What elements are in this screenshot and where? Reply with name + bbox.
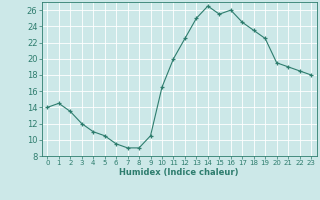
X-axis label: Humidex (Indice chaleur): Humidex (Indice chaleur) [119, 168, 239, 177]
